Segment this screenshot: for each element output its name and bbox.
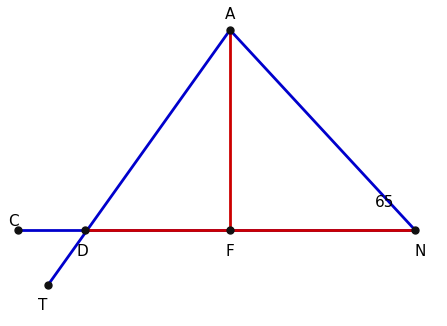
Text: C: C <box>8 215 19 230</box>
Text: 65: 65 <box>375 195 394 210</box>
Text: F: F <box>226 244 234 259</box>
Text: N: N <box>414 244 426 259</box>
Text: A: A <box>225 7 235 22</box>
Text: T: T <box>38 298 47 313</box>
Text: D: D <box>76 244 88 259</box>
